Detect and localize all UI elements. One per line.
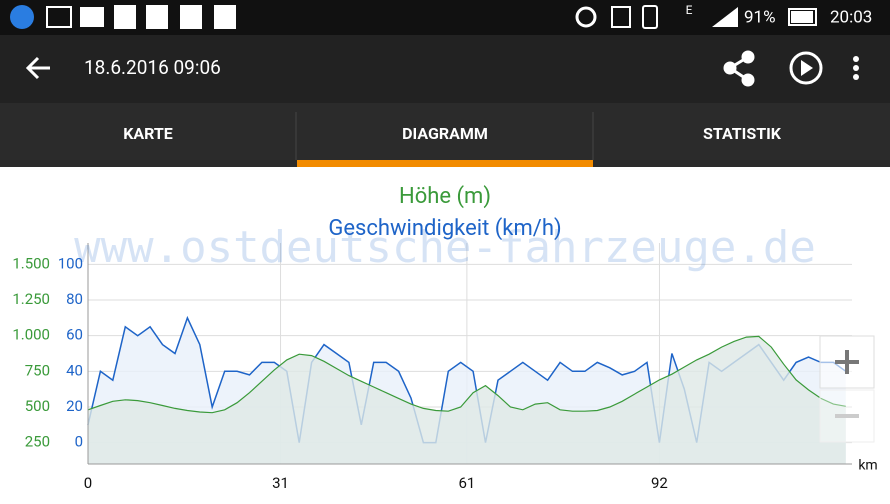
toolbar bbox=[0, 35, 890, 103]
tab-indicator bbox=[297, 160, 593, 167]
play-button[interactable] bbox=[789, 51, 823, 85]
notification-icons bbox=[10, 5, 817, 29]
tab-label[interactable]: STATISTIK bbox=[703, 124, 782, 143]
y-tick-label: 250 bbox=[25, 433, 50, 451]
y2-tick-label: 20 bbox=[66, 397, 83, 415]
network-type: E bbox=[686, 3, 693, 17]
y2-tick-label: 80 bbox=[66, 290, 83, 308]
zoom-controls bbox=[819, 335, 875, 443]
battery-level: 91% bbox=[744, 7, 776, 27]
y2-tick-label: 100 bbox=[58, 254, 83, 272]
y-tick-label: 1.500 bbox=[12, 254, 50, 272]
chart-subtitle: Geschwindigkeit (km/h) bbox=[328, 216, 561, 241]
zoom-in[interactable] bbox=[819, 335, 875, 389]
y-tick-label: 1.000 bbox=[12, 326, 50, 344]
y-tick-label: 1.250 bbox=[12, 290, 50, 308]
y2-tick-label: 0 bbox=[75, 433, 83, 451]
y-tick-label: 500 bbox=[25, 397, 50, 415]
y-tick-label: 750 bbox=[25, 361, 50, 379]
x-tick-label: 61 bbox=[458, 474, 475, 492]
y2-tick-label: 60 bbox=[66, 326, 83, 344]
tab-bar bbox=[0, 103, 890, 167]
series-line bbox=[87, 335, 846, 414]
menu-button[interactable] bbox=[853, 56, 859, 80]
x-tick-label: 92 bbox=[651, 474, 668, 492]
share-button[interactable] bbox=[723, 50, 755, 87]
watermark: www.ostdeutsche-fahrzeuge.de bbox=[74, 222, 816, 273]
x-tick-label: 31 bbox=[272, 474, 289, 492]
x-tick-label: 0 bbox=[84, 474, 92, 492]
clock: 20:03 bbox=[830, 7, 872, 27]
chart-title: Höhe (m) bbox=[399, 184, 491, 209]
tab-label[interactable]: KARTE bbox=[123, 124, 173, 143]
toolbar-title: 18.6.2016 09:06 bbox=[84, 56, 221, 79]
tab-label[interactable]: DIAGRAMM bbox=[402, 124, 488, 143]
x-axis-unit: km bbox=[858, 458, 877, 474]
back-button[interactable] bbox=[25, 56, 50, 80]
y2-tick-label: 40 bbox=[66, 361, 83, 379]
